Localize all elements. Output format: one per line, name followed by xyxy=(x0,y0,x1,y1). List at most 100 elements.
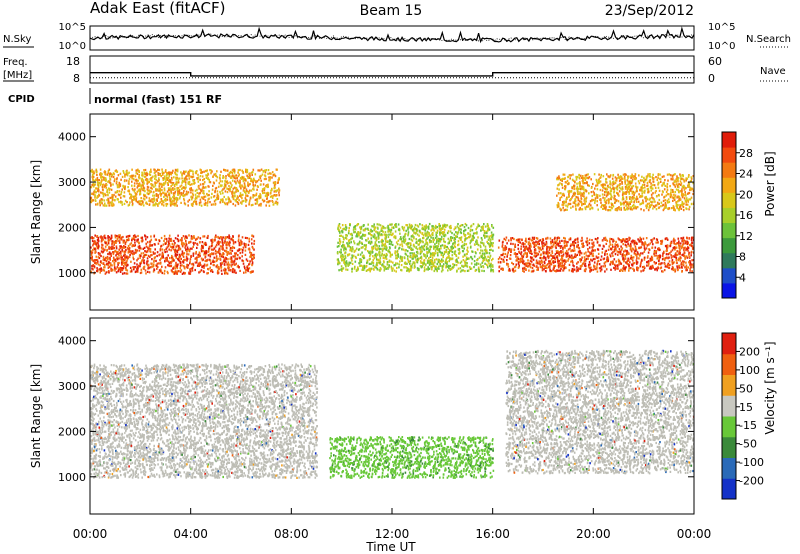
scatter-cell xyxy=(565,266,567,269)
scatter-cell xyxy=(226,272,229,275)
scatter-cell xyxy=(581,194,584,197)
scatter-cell xyxy=(564,245,566,248)
scatter-cell xyxy=(149,255,151,258)
scatter-cell xyxy=(115,245,118,248)
scatter-cell xyxy=(238,241,241,244)
scatter-cell xyxy=(102,204,105,207)
scatter-cell xyxy=(190,175,192,178)
scatter-cell xyxy=(669,263,671,266)
scatter-cell xyxy=(532,270,534,273)
scatter-cell xyxy=(669,196,672,199)
scatter-cell xyxy=(685,242,688,245)
scatter-cell xyxy=(150,176,153,179)
scatter-cell xyxy=(104,184,107,188)
scatter-cell xyxy=(677,237,680,240)
scatter-cell xyxy=(222,188,224,191)
scatter-cell xyxy=(588,176,591,179)
scatter-cell xyxy=(90,250,92,253)
scatter-cell xyxy=(559,245,562,248)
scatter-cell xyxy=(105,260,108,263)
scatter-cell xyxy=(241,242,243,245)
scatter-cell xyxy=(526,254,528,257)
scatter-cell xyxy=(188,173,190,176)
scatter-cell xyxy=(544,265,546,268)
scatter-cell xyxy=(198,187,200,190)
scatter-cell xyxy=(171,199,174,202)
scatter-cell xyxy=(556,187,559,190)
scatter-cell xyxy=(148,199,150,202)
scatter-cell xyxy=(244,198,247,201)
scatter-cell xyxy=(161,168,163,171)
scatter-cell xyxy=(661,270,663,273)
scatter-cell xyxy=(605,191,608,194)
scatter-cell xyxy=(584,262,587,265)
scatter-cell xyxy=(169,196,171,199)
scatter-cell xyxy=(664,206,666,209)
scatter-cell xyxy=(577,269,579,272)
scatter-cell xyxy=(130,193,133,196)
scatter-cell xyxy=(664,262,666,265)
scatter-cell xyxy=(108,188,111,191)
scatter-cell xyxy=(108,236,111,239)
scatter-cell xyxy=(584,182,586,185)
scatter-cell xyxy=(186,246,189,249)
scatter-cell xyxy=(226,191,229,194)
scatter-cell xyxy=(671,260,673,263)
scatter-cell xyxy=(252,194,254,197)
scatter-cell xyxy=(668,207,671,210)
scatter-cell xyxy=(643,176,645,179)
scatter-cell xyxy=(631,192,634,195)
scatter-cell xyxy=(128,247,131,250)
scatter-cell xyxy=(108,271,110,274)
scatter-cell xyxy=(163,272,166,275)
scatter-cell xyxy=(674,194,677,197)
scatter-cell xyxy=(171,258,174,261)
scatter-cell xyxy=(131,175,133,178)
scatter-cell xyxy=(606,260,608,263)
scatter-cell xyxy=(500,257,503,261)
scatter-cell xyxy=(591,246,593,249)
scatter-cell xyxy=(527,262,530,265)
scatter-cell xyxy=(218,182,221,185)
scatter-cell xyxy=(207,200,209,203)
scatter-cell xyxy=(202,179,204,182)
scatter-cell xyxy=(609,186,612,189)
scatter-cell xyxy=(529,252,532,255)
scatter-cell xyxy=(542,247,544,250)
noise-left-tick-low: 10^0 xyxy=(59,41,86,52)
scatter-cell xyxy=(128,250,131,253)
scatter-cell xyxy=(567,248,570,251)
scatter-cell xyxy=(241,255,243,258)
freq-tick-low: 8 xyxy=(73,72,80,85)
scatter-cell xyxy=(251,242,253,245)
scatter-cell xyxy=(104,172,106,175)
scatter-cell xyxy=(543,261,546,264)
scatter-cell xyxy=(630,189,632,192)
scatter-cell xyxy=(241,236,244,239)
scatter-cell xyxy=(663,257,665,260)
scatter-cell xyxy=(689,262,691,265)
scatter-cell xyxy=(598,173,600,176)
scatter-cell xyxy=(687,192,690,195)
scatter-cell xyxy=(622,254,624,258)
scatter-cell xyxy=(204,242,207,245)
scatter-cell xyxy=(148,197,151,200)
scatter-cell xyxy=(561,186,564,189)
scatter-cell xyxy=(573,242,575,245)
scatter-cell xyxy=(581,242,583,245)
scatter-cell xyxy=(205,174,207,177)
scatter-cell xyxy=(145,245,148,248)
scatter-cell xyxy=(187,248,189,251)
scatter-cell xyxy=(208,180,211,184)
scatter-cell xyxy=(620,262,622,265)
scatter-cell xyxy=(606,193,608,196)
scatter-cell xyxy=(616,265,619,268)
scatter-cell xyxy=(563,209,566,212)
scatter-cell xyxy=(684,266,686,269)
scatter-cell xyxy=(181,272,184,275)
scatter-cell xyxy=(658,198,661,202)
scatter-cell xyxy=(105,183,108,186)
scatter-cell xyxy=(157,196,160,199)
scatter-cell xyxy=(237,169,240,172)
scatter-cell xyxy=(607,248,610,251)
